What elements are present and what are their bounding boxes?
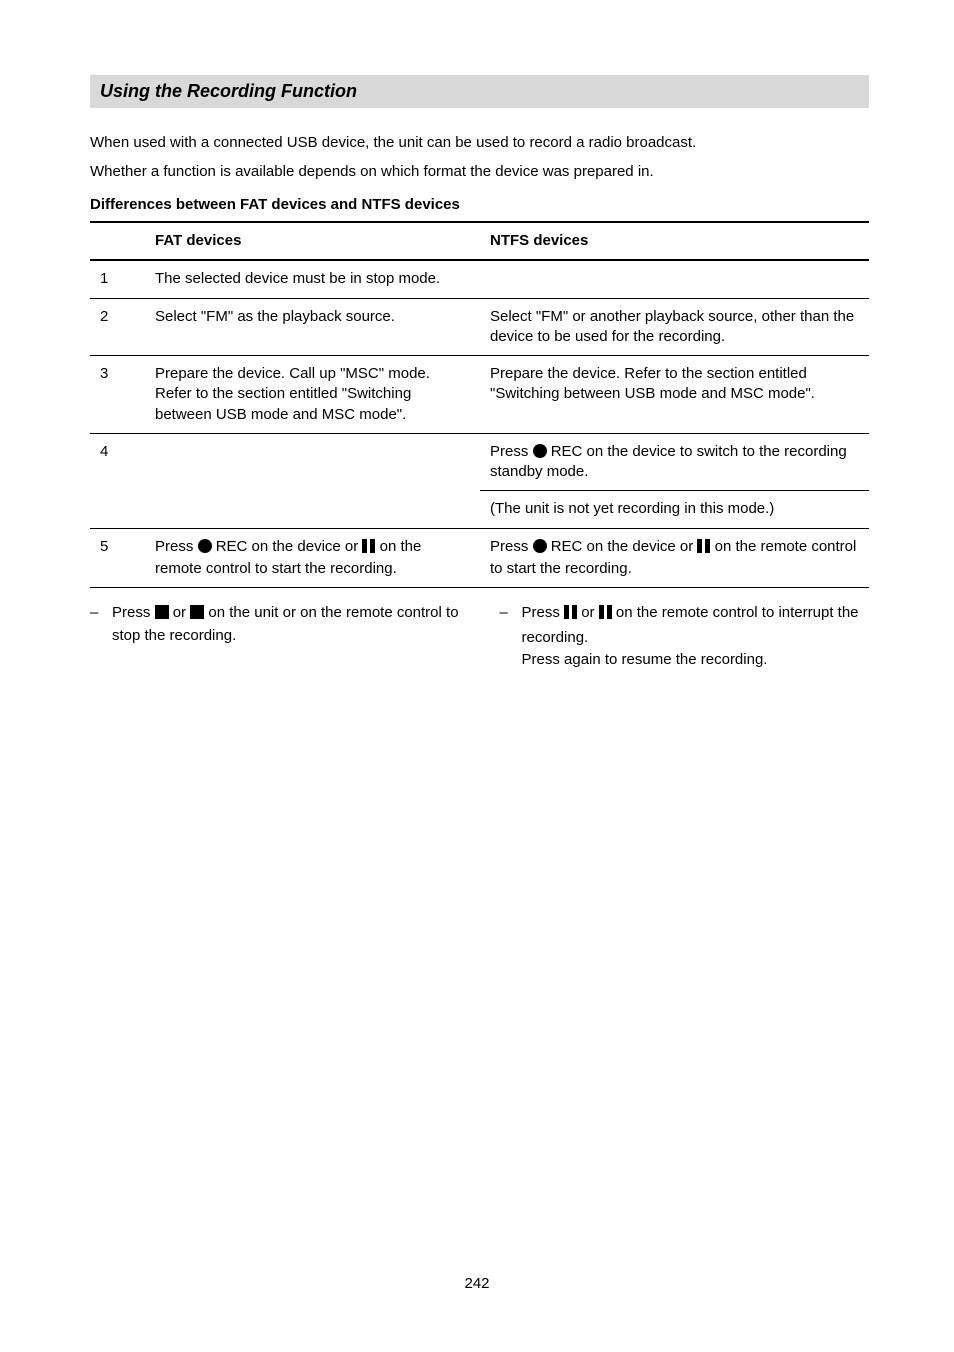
text-fragment: Press — [112, 604, 155, 621]
pause-icon — [697, 539, 710, 559]
pause-icon — [564, 604, 577, 627]
table-row: 3 Prepare the device. Call up "MSC" mode… — [90, 356, 869, 434]
bullet-col-left: – Press or on the unit or on the remote … — [90, 602, 460, 672]
text-fragment: REC on the device or — [551, 538, 698, 555]
stop-square-icon — [155, 605, 169, 619]
section-banner: Using the Recording Function — [90, 75, 869, 108]
row-number: 1 — [90, 260, 145, 298]
row-note-span: (The unit is not yet recording in this m… — [480, 491, 869, 528]
page-number: 242 — [0, 1275, 954, 1292]
row-number: 5 — [90, 528, 145, 588]
table-header-row: FAT devices NTFS devices — [90, 222, 869, 260]
bullet-item: – Press or on the remote control to inte… — [500, 602, 870, 672]
text-fragment: Press — [522, 604, 565, 621]
table-row: 1 The selected device must be in stop mo… — [90, 260, 869, 298]
page-container: Using the Recording Function When used w… — [0, 0, 954, 1352]
row-content-b: Press REC on the device or on the remote… — [480, 528, 869, 588]
row-content-a: Select "FM" as the playback source. — [145, 298, 480, 356]
text-fragment: or — [173, 604, 191, 621]
table-row: 4 Press REC on the device to switch to t… — [90, 433, 869, 491]
text-fragment: Press — [155, 538, 198, 555]
row-content-b: Select "FM" or another playback source, … — [480, 298, 869, 356]
text-fragment: Press — [490, 443, 533, 460]
rec-circle-icon — [198, 539, 212, 553]
row-number: 2 — [90, 298, 145, 356]
diff-heading: Differences between FAT devices and NTFS… — [90, 196, 869, 213]
rec-circle-icon — [533, 444, 547, 458]
row-content-a: Press REC on the device or on the remote… — [145, 528, 480, 588]
table-row: 2 Select "FM" as the playback source. Se… — [90, 298, 869, 356]
pause-icon — [599, 604, 612, 627]
pause-icon — [362, 539, 375, 559]
rec-circle-icon — [533, 539, 547, 553]
text-fragment: Press — [490, 538, 533, 555]
bullet-text: Press or on the unit or on the remote co… — [112, 602, 460, 647]
bullet-item: – Press or on the unit or on the remote … — [90, 602, 460, 647]
bullet-dash: – — [500, 602, 512, 625]
text-fragment: on the unit or — [208, 604, 300, 621]
row-content-a — [145, 433, 480, 528]
intro-paragraph-2: Whether a function is available depends … — [90, 161, 869, 182]
table-header-fat: FAT devices — [145, 222, 480, 260]
text-fragment: REC on the device or — [216, 538, 363, 555]
row-content-span: The selected device must be in stop mode… — [145, 260, 869, 298]
table-header-ntfs: NTFS devices — [480, 222, 869, 260]
bullet-dash: – — [90, 602, 102, 625]
bullet-columns: – Press or on the unit or on the remote … — [90, 602, 869, 672]
text-fragment: or — [581, 604, 599, 621]
table-row: 5 Press REC on the device or on the remo… — [90, 528, 869, 588]
row-content-b: Press REC on the device to switch to the… — [480, 433, 869, 491]
intro-paragraph-1: When used with a connected USB device, t… — [90, 132, 869, 153]
banner-title: Using the Recording Function — [100, 81, 357, 101]
text-fragment: Press again to resume the recording. — [522, 651, 768, 668]
stop-square-icon — [190, 605, 204, 619]
row-number: 3 — [90, 356, 145, 434]
bullet-text: Press or on the remote control to interr… — [522, 602, 870, 672]
row-number: 4 — [90, 433, 145, 528]
diff-table: FAT devices NTFS devices 1 The selected … — [90, 221, 869, 588]
row-content-a: Prepare the device. Call up "MSC" mode. … — [145, 356, 480, 434]
row-content-b: Prepare the device. Refer to the section… — [480, 356, 869, 434]
table-header-empty — [90, 222, 145, 260]
bullet-col-right: – Press or on the remote control to inte… — [500, 602, 870, 672]
